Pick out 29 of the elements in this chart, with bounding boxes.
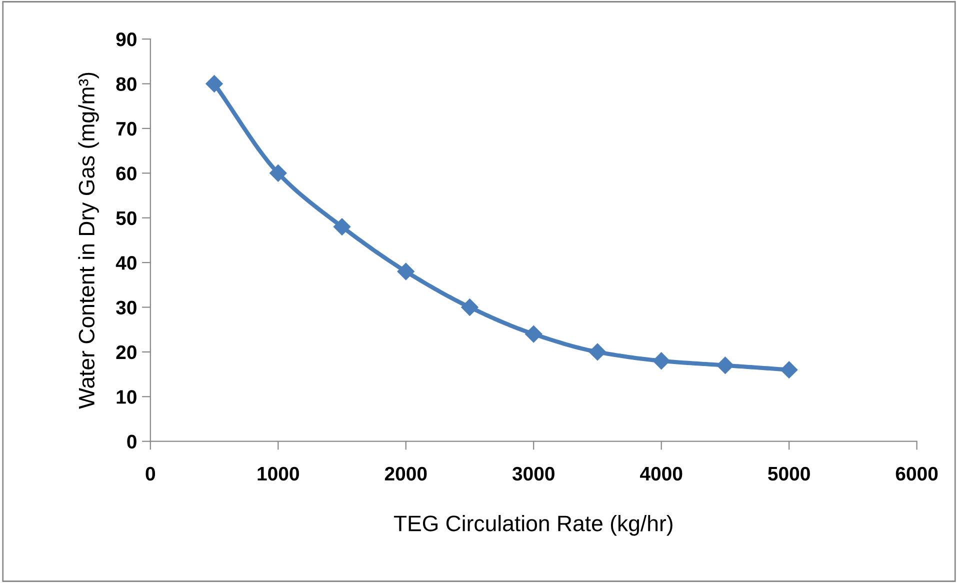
point	[525, 326, 542, 343]
point	[206, 75, 223, 92]
point	[333, 218, 351, 236]
x-tick-label: 3000	[512, 466, 554, 481]
x-tick-label: 2000	[384, 466, 427, 481]
x-tick-label: 1000	[258, 466, 299, 481]
point	[780, 361, 798, 378]
point	[588, 343, 606, 360]
y-tick-label: 60	[116, 166, 136, 180]
point	[397, 262, 414, 280]
point	[270, 164, 287, 182]
y-tick-label: 20	[116, 345, 136, 360]
point	[652, 352, 670, 370]
x-tick-label: 5000	[768, 466, 810, 481]
x-tick-label: 4000	[640, 466, 682, 481]
point	[461, 298, 478, 316]
y-tick-label: 50	[116, 211, 136, 226]
y-tick-label: 10	[116, 390, 136, 404]
y-axis-title: Water Content in Dry Gas (mg/m³)	[78, 72, 99, 409]
y-tick-label: 0	[127, 434, 136, 449]
y-tick-label: 70	[116, 122, 136, 136]
x-tick-label: 6000	[896, 466, 938, 481]
point	[716, 356, 734, 374]
x-axis-title: TEG Circulation Rate (kg/hr)	[394, 515, 672, 536]
y-tick-label: 40	[116, 256, 136, 270]
x-tick-label: 0	[146, 466, 156, 481]
y-tick-label: 30	[116, 300, 136, 315]
y-tick-label: 80	[116, 77, 136, 91]
y-tick-label: 90	[116, 32, 136, 46]
